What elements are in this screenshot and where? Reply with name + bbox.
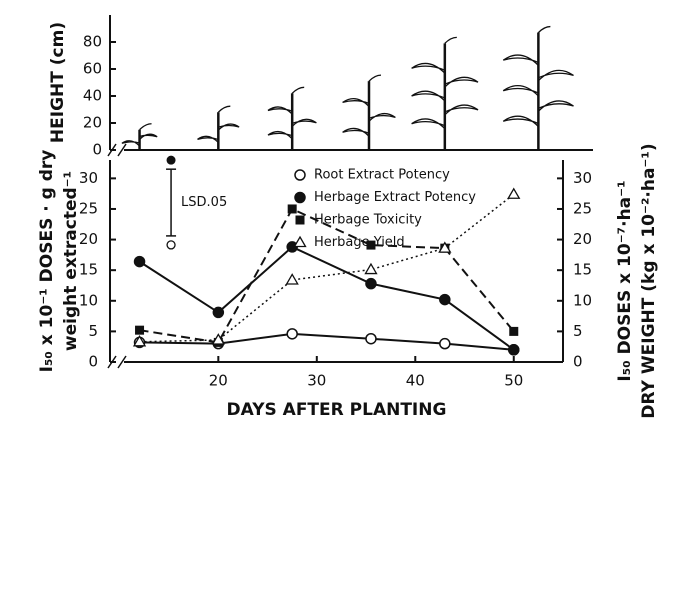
- plant: [411, 36, 479, 150]
- marker: [438, 241, 452, 253]
- plant-leaf: [411, 90, 446, 102]
- y2-tick-label: 30: [573, 169, 592, 187]
- plant: [267, 86, 317, 150]
- legend-marker: [293, 235, 307, 248]
- legend-marker: [294, 191, 306, 204]
- lsd-label: LSD.05: [181, 195, 227, 210]
- plant-leaf: [217, 123, 240, 131]
- y2-tick-label: 0: [573, 353, 583, 371]
- plant-leaf: [121, 140, 141, 147]
- y-tick-label: 20: [79, 230, 98, 248]
- plant-tip: [217, 105, 231, 113]
- x-tick-label: 20: [209, 372, 228, 390]
- plant-leaf: [291, 118, 317, 127]
- plant: [502, 25, 574, 150]
- plant-leaf: [342, 98, 370, 107]
- plant-leaf: [537, 100, 574, 112]
- plant: [121, 123, 158, 150]
- y2-tick-label: 20: [573, 230, 592, 248]
- plant-leaf: [502, 115, 539, 127]
- y-tick-label: 80: [83, 33, 102, 51]
- x-axis-label: DAYS AFTER PLANTING: [227, 400, 447, 420]
- plant-leaf: [342, 127, 370, 137]
- plant: [197, 105, 240, 150]
- marker: [285, 273, 299, 285]
- plant-tip: [368, 74, 382, 82]
- plant-leaf: [267, 106, 293, 115]
- y2-tick-label: 5: [573, 322, 583, 340]
- y-tick-label: 5: [88, 322, 98, 340]
- y-tick-label: 40: [83, 87, 102, 105]
- legend-label: Herbage Yield: [314, 235, 405, 250]
- marker: [366, 240, 376, 250]
- plant-leaf: [411, 118, 446, 130]
- legend-marker: [295, 215, 305, 225]
- series-line: [139, 245, 515, 351]
- plant-leaf: [537, 69, 574, 82]
- y2-axis-label: DRY WEIGHT (kg x 10⁻²·ha⁻¹): [639, 143, 659, 418]
- marker: [365, 332, 377, 345]
- plant-leaf: [444, 76, 479, 88]
- plant-leaf: [139, 133, 158, 140]
- y-tick-label: 20: [83, 114, 102, 132]
- plant-leaf: [197, 135, 219, 143]
- lsd-marker: [166, 155, 176, 165]
- y-tick-label: 10: [79, 291, 98, 309]
- plant-leaf: [444, 104, 479, 116]
- plant-tip: [537, 25, 551, 34]
- y-tick-label: 0: [92, 141, 102, 159]
- legend-label: Herbage Toxicity: [314, 213, 422, 228]
- legend-label: Root Extract Potency: [314, 168, 450, 183]
- marker: [507, 187, 521, 199]
- marker: [509, 326, 519, 336]
- marker: [439, 337, 451, 350]
- marker: [132, 335, 147, 347]
- x-tick-label: 50: [504, 372, 523, 390]
- y2-tick-label: 25: [573, 199, 592, 217]
- marker: [135, 325, 145, 335]
- series-line: [139, 193, 515, 343]
- marker: [133, 255, 146, 268]
- plant-leaf: [502, 54, 539, 66]
- plant-tip: [291, 86, 305, 94]
- marker: [286, 328, 298, 340]
- series-line: [139, 207, 515, 344]
- y2-tick-label: 15: [573, 261, 592, 279]
- y-axis-label: weight extracted⁻¹: [61, 171, 81, 351]
- y-axis-label: I₅₀ x 10⁻¹ DOSES · g dry: [37, 150, 57, 373]
- marker: [364, 262, 378, 275]
- y-tick-label: 30: [79, 169, 98, 187]
- y2-axis-label: I₅₀ DOSES x 10⁻⁷·ha⁻¹: [615, 180, 635, 381]
- plant-tip: [139, 123, 152, 131]
- x-tick-label: 30: [307, 372, 326, 390]
- marker: [212, 306, 225, 319]
- y-tick-label: 0: [88, 353, 98, 371]
- plant-leaf: [411, 62, 446, 74]
- legend-marker: [294, 169, 306, 181]
- y-tick-label: 60: [83, 60, 102, 78]
- plant-leaf: [267, 130, 293, 140]
- x-tick-label: 40: [406, 372, 425, 390]
- series-line: [139, 332, 514, 351]
- marker: [287, 204, 297, 214]
- y-tick-label: 25: [79, 199, 98, 217]
- lsd-marker: [166, 240, 176, 250]
- y2-tick-label: 10: [573, 291, 592, 309]
- marker: [211, 333, 225, 345]
- marker: [508, 344, 520, 356]
- plant-tip: [444, 36, 457, 44]
- marker: [365, 277, 377, 290]
- legend-label: Herbage Extract Potency: [314, 190, 476, 205]
- y-axis-label: HEIGHT (cm): [48, 22, 68, 143]
- plant-leaf: [502, 85, 539, 97]
- marker: [439, 293, 451, 306]
- y-tick-label: 15: [79, 261, 98, 279]
- plant-leaf: [368, 112, 396, 122]
- plant: [342, 74, 396, 150]
